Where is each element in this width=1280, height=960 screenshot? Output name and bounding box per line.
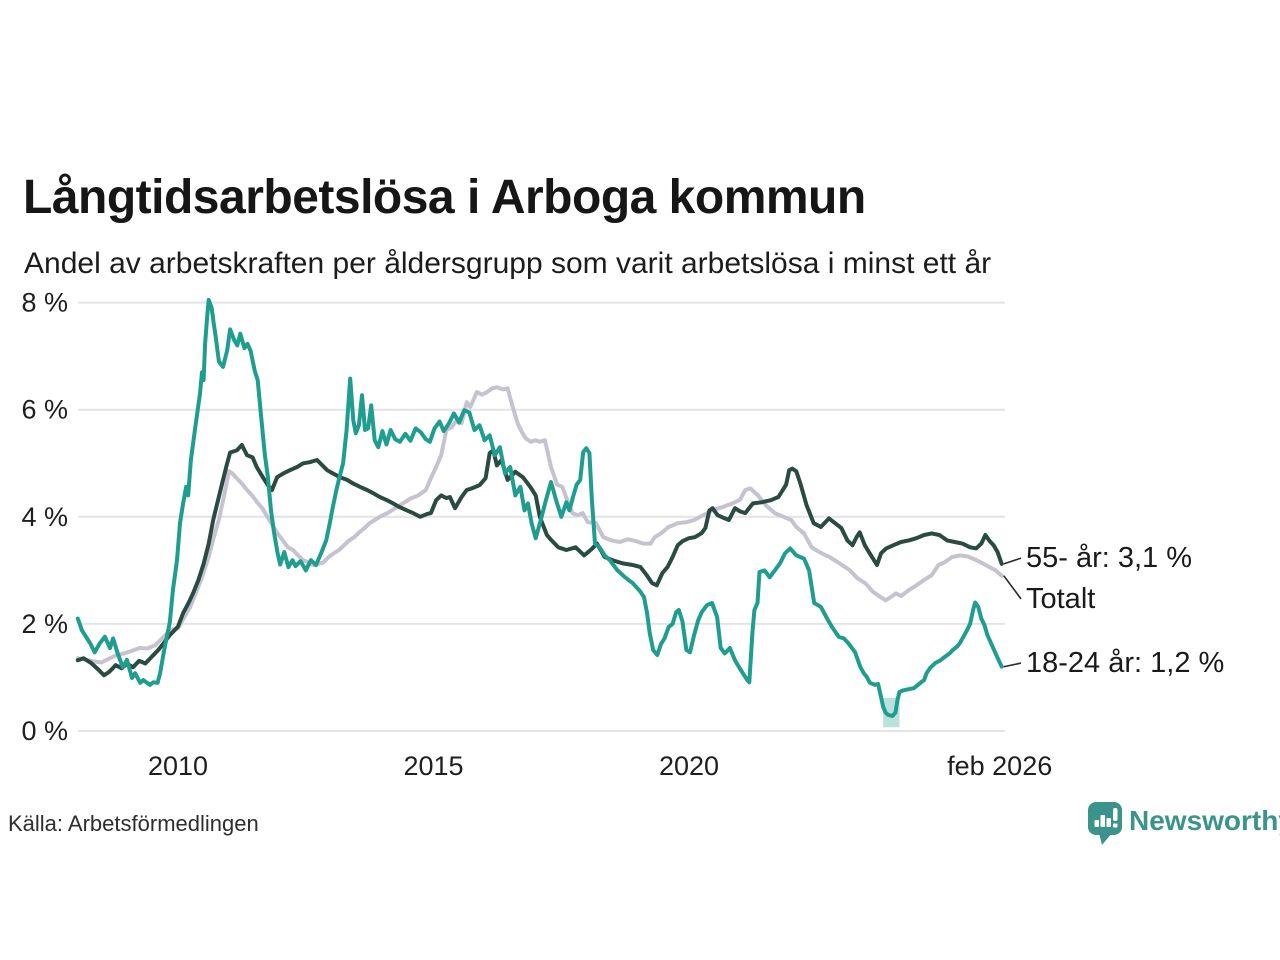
logo-bar-icon bbox=[1106, 818, 1111, 827]
x-axis-tick-label: 2020 bbox=[659, 751, 719, 781]
end-label-connector bbox=[1003, 575, 1022, 600]
y-axis-tick-label: 8 % bbox=[21, 288, 68, 318]
chart-subtitle: Andel av arbetskraften per åldersgrupp s… bbox=[24, 247, 992, 280]
series-line-18-24-år bbox=[75, 297, 1004, 718]
y-axis-tick-label: 0 % bbox=[21, 716, 68, 746]
newsworthy-logo-mark bbox=[1088, 802, 1122, 845]
newsworthy-logo: Newsworthy bbox=[1088, 802, 1280, 846]
y-axis-tick-label: 6 % bbox=[21, 395, 68, 425]
y-axis-tick-label: 2 % bbox=[21, 609, 68, 639]
logo-exclamation-icon bbox=[1113, 823, 1118, 828]
logo-exclamation-icon bbox=[1113, 808, 1118, 821]
y-axis-tick-label: 4 % bbox=[21, 502, 68, 532]
series-line-totalt bbox=[75, 385, 1004, 665]
series-end-label-totalt: Totalt bbox=[1026, 583, 1095, 615]
x-axis-tick-label: feb 2026 bbox=[947, 751, 1052, 781]
end-label-connector bbox=[1003, 557, 1022, 565]
logo-bubble-tail bbox=[1099, 833, 1112, 845]
newsworthy-wordmark: Newsworthy bbox=[1129, 805, 1280, 836]
series-line-55-år bbox=[75, 443, 1004, 678]
series-end-label-18-24-år: 18-24 år: 1,2 % bbox=[1026, 647, 1224, 679]
x-axis-tick-label: 2010 bbox=[148, 751, 208, 781]
source-note: Källa: Arbetsförmedlingen bbox=[8, 811, 259, 836]
logo-bar-icon bbox=[1100, 815, 1105, 827]
page-title: Långtidsarbetslösa i Arboga kommun bbox=[23, 171, 866, 225]
end-label-connector bbox=[1003, 662, 1022, 668]
logo-bar-icon bbox=[1094, 820, 1099, 827]
x-axis-tick-label: 2015 bbox=[403, 751, 463, 781]
series-end-label-55-år: 55- år: 3,1 % bbox=[1026, 542, 1192, 574]
